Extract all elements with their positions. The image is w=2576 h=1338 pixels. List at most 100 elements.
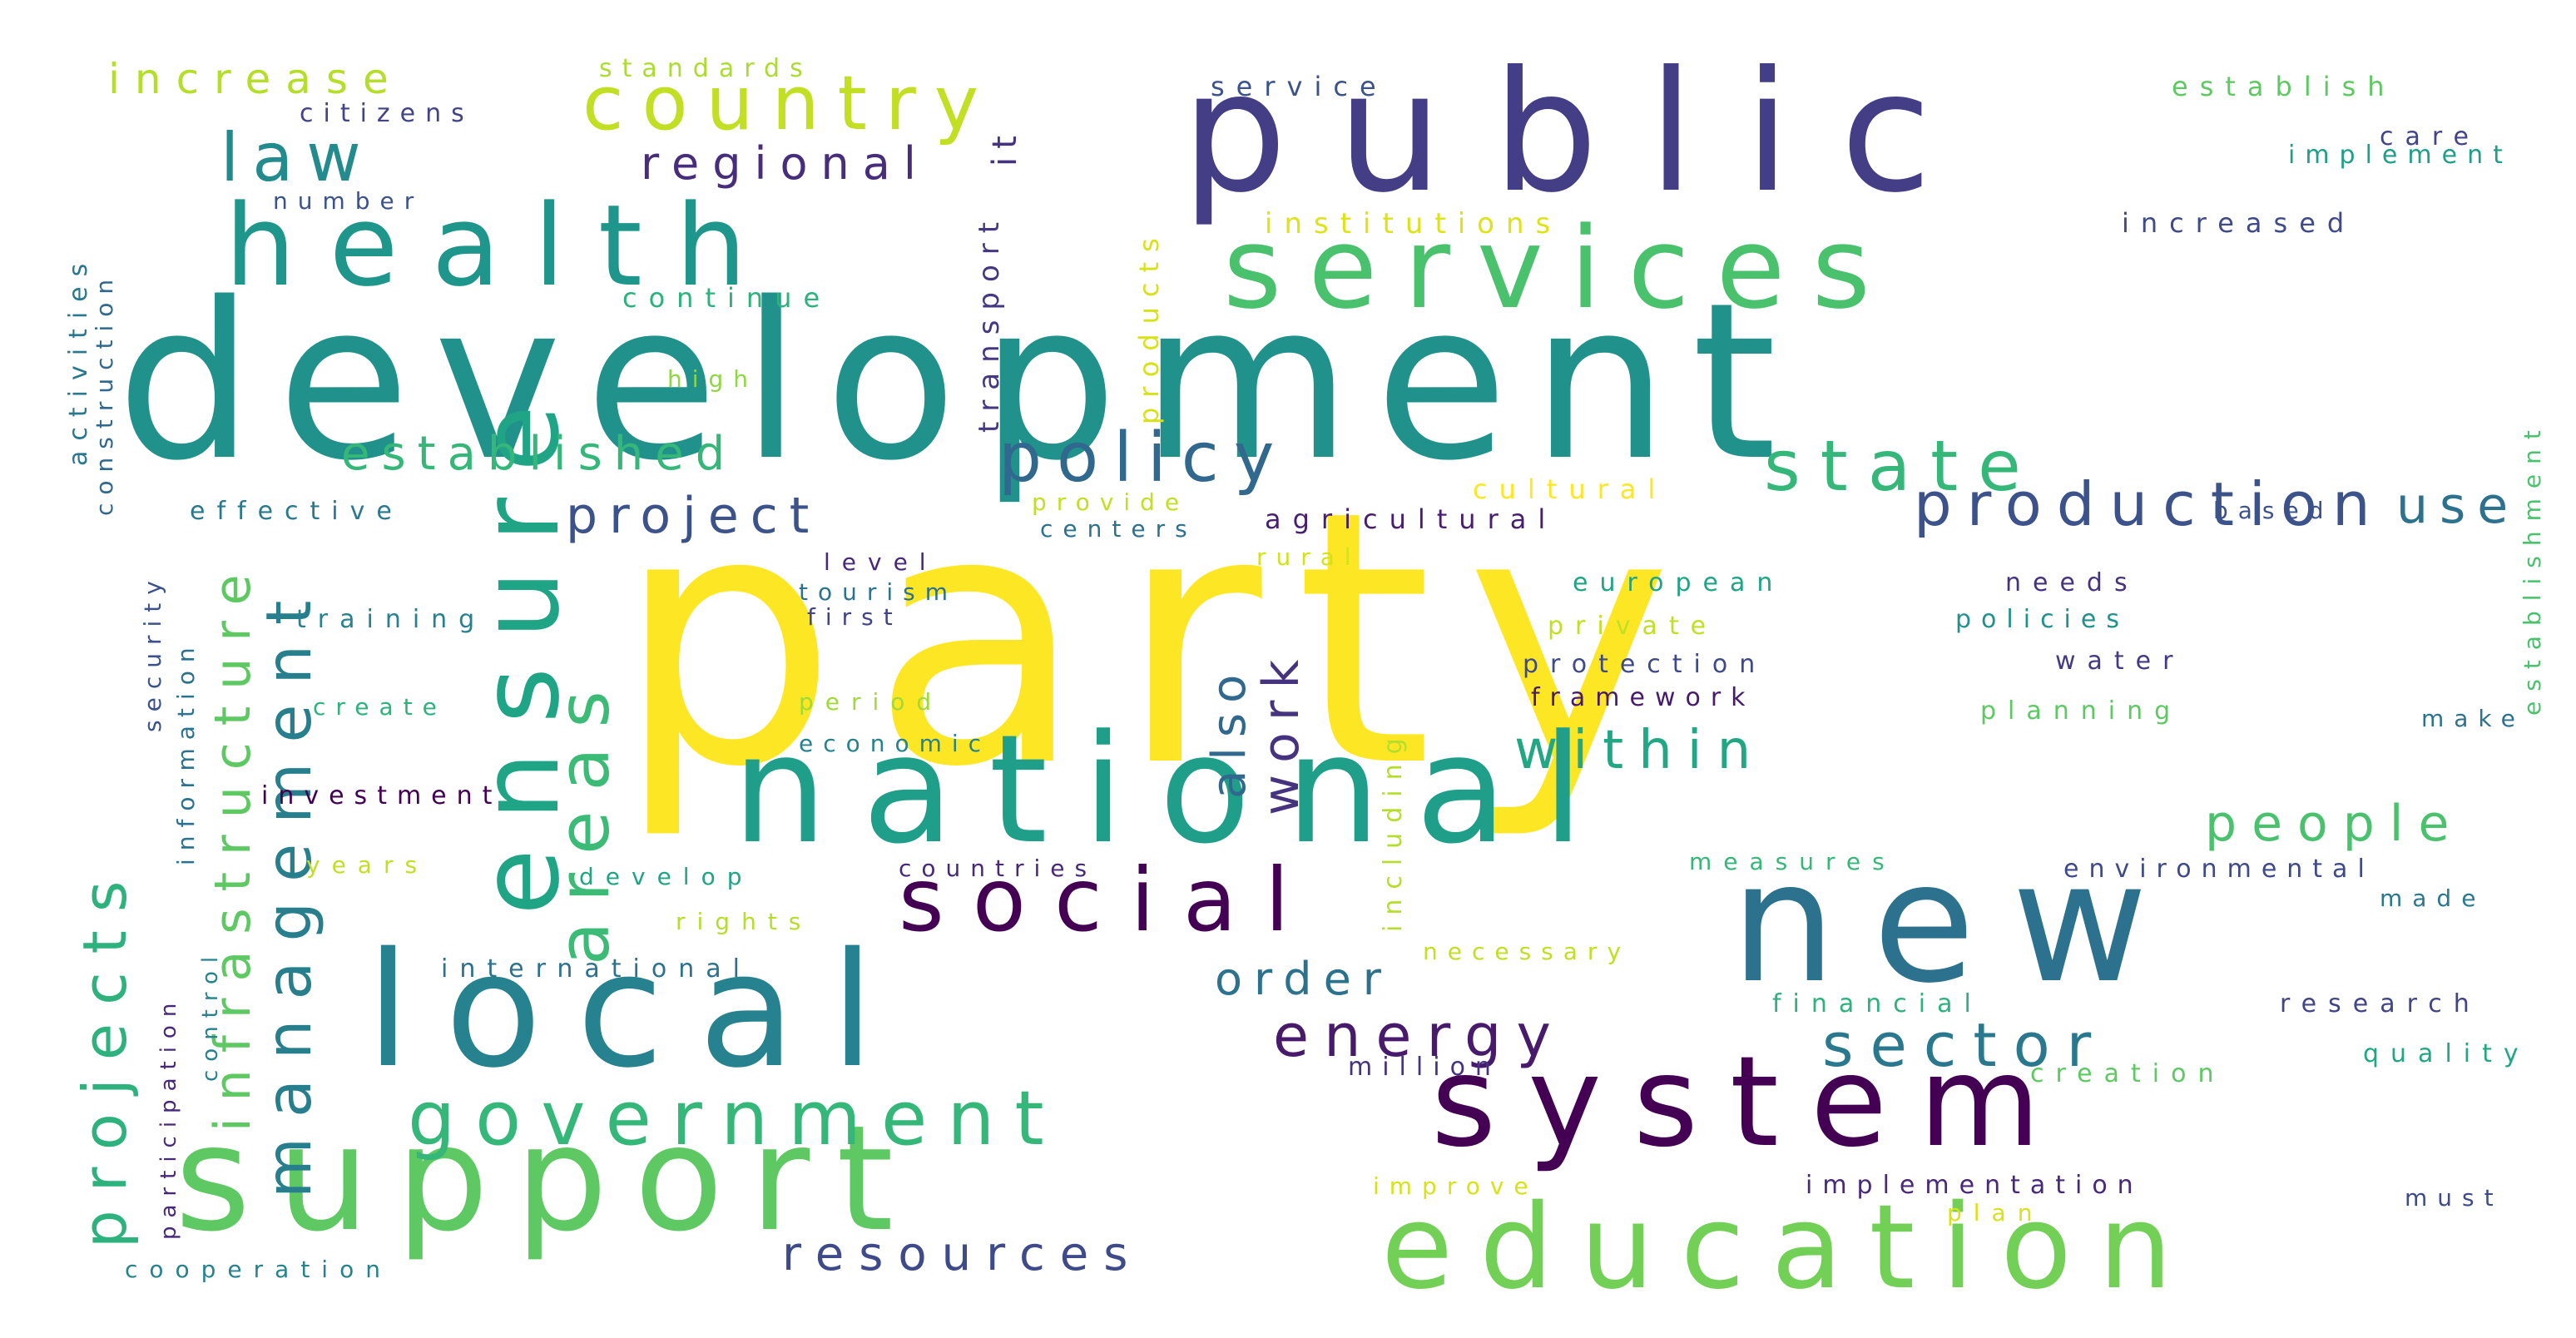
word-public: public (1181, 36, 1982, 230)
word-projects: projects (70, 862, 140, 1248)
word-support: support (175, 1095, 920, 1264)
word-use: use (2396, 477, 2520, 535)
word-establishment: establishment (2519, 420, 2546, 716)
word-implement: implement (2288, 141, 2513, 170)
word-establish: establish (2172, 71, 2396, 102)
word-care: care (2380, 122, 2481, 151)
word-sector: sector (1822, 1010, 2108, 1080)
word-implementation: implementation (1806, 1171, 2143, 1200)
word-continue: continue (622, 282, 832, 314)
word-period: period (799, 688, 944, 716)
word-resources: resources (782, 1227, 1143, 1281)
word-services: services (1223, 203, 1897, 334)
word-security: security (139, 572, 166, 732)
word-environmental: environmental (2063, 855, 2375, 884)
word-people: people (2205, 795, 2465, 853)
word-products: products (1133, 228, 1165, 424)
word-energy: energy (1273, 1002, 1566, 1070)
word-service: service (1211, 71, 1388, 102)
word-standards: standards (599, 54, 813, 83)
word-social: social (899, 850, 1318, 951)
word-provide: provide (1032, 488, 1190, 516)
word-participation: participation (156, 994, 181, 1240)
word-citizens: citizens (300, 99, 474, 128)
word-system: system (1431, 1030, 2073, 1175)
word-development: development (116, 257, 1801, 508)
word-it: it (986, 127, 1024, 166)
word-must: must (2405, 1184, 2504, 1212)
word-work: work (1252, 647, 1310, 815)
word-financial: financial (1772, 989, 1983, 1018)
word-increased: increased (2122, 207, 2356, 239)
word-new: new (1731, 826, 2185, 1020)
word-creation: creation (2030, 1059, 2226, 1088)
word-investment: investment (261, 781, 503, 810)
word-based: based (2213, 497, 2334, 524)
word-water: water (2055, 647, 2185, 676)
word-control: control (198, 948, 223, 1082)
word-years: years (306, 851, 429, 879)
word-economic: economic (799, 730, 992, 757)
word-management: management (252, 580, 325, 1198)
word-government: government (408, 1075, 1064, 1162)
word-also: also (1202, 664, 1256, 799)
word-necessary: necessary (1423, 938, 1632, 965)
word-country: country (582, 60, 998, 147)
word-high: high (667, 365, 759, 393)
word-plan: plan (1947, 1199, 2044, 1226)
word-measures: measures (1689, 848, 1896, 875)
word-policy: policy (998, 419, 1290, 498)
word-planning: planning (1980, 696, 2182, 726)
word-private: private (1548, 612, 1718, 641)
word-construction: construction (91, 270, 118, 516)
word-party: party (616, 437, 1706, 844)
word-project: project (566, 487, 821, 545)
word-activities: activities (64, 253, 93, 466)
word-transport: transport (973, 211, 1006, 433)
word-make: make (2421, 705, 2525, 732)
word-first: first (807, 603, 903, 631)
word-training: training (296, 605, 487, 634)
word-information: information (172, 639, 200, 865)
word-increase: increase (108, 55, 404, 103)
word-cooperation: cooperation (125, 1256, 392, 1283)
word-develop: develop (579, 863, 754, 890)
word-law: law (220, 119, 374, 196)
word-rights: rights (676, 908, 813, 935)
word-protection: protection (1523, 650, 1767, 679)
word-create: create (313, 693, 447, 721)
word-local: local (366, 919, 909, 1103)
word-health: health (225, 181, 780, 311)
word-cultural: cultural (1473, 473, 1667, 505)
word-production: production (1914, 469, 2385, 539)
word-national: national (732, 703, 1619, 877)
word-rural: rural (1256, 543, 1361, 571)
word-improve: improve (1373, 1172, 1538, 1200)
word-framework: framework (1531, 683, 1756, 712)
word-quality: quality (2363, 1039, 2530, 1068)
word-state: state (1764, 425, 2041, 507)
word-established: established (341, 427, 737, 481)
word-needs: needs (2005, 568, 2139, 597)
word-education: education (1381, 1180, 2199, 1316)
word-regional: regional (641, 137, 929, 190)
word-centers: centers (1040, 515, 1197, 543)
word-order: order (1215, 953, 1393, 1005)
word-countries: countries (899, 855, 1097, 882)
word-effective: effective (190, 497, 404, 526)
word-made: made (2380, 885, 2486, 912)
word-within: within (1514, 720, 1766, 781)
word-policies: policies (1955, 605, 2129, 634)
word-level: level (824, 548, 938, 576)
word-including: including (1379, 728, 1408, 932)
word-research: research (2280, 989, 2481, 1018)
word-institutions: institutions (1265, 207, 1563, 240)
word-number: number (273, 187, 424, 215)
word-european: european (1573, 568, 1785, 597)
word-agricultural: agricultural (1265, 503, 1558, 535)
word-areas: areas (543, 671, 626, 965)
word-million: million (1348, 1053, 1501, 1082)
word-tourism: tourism (799, 578, 959, 606)
word-international: international (441, 954, 751, 984)
